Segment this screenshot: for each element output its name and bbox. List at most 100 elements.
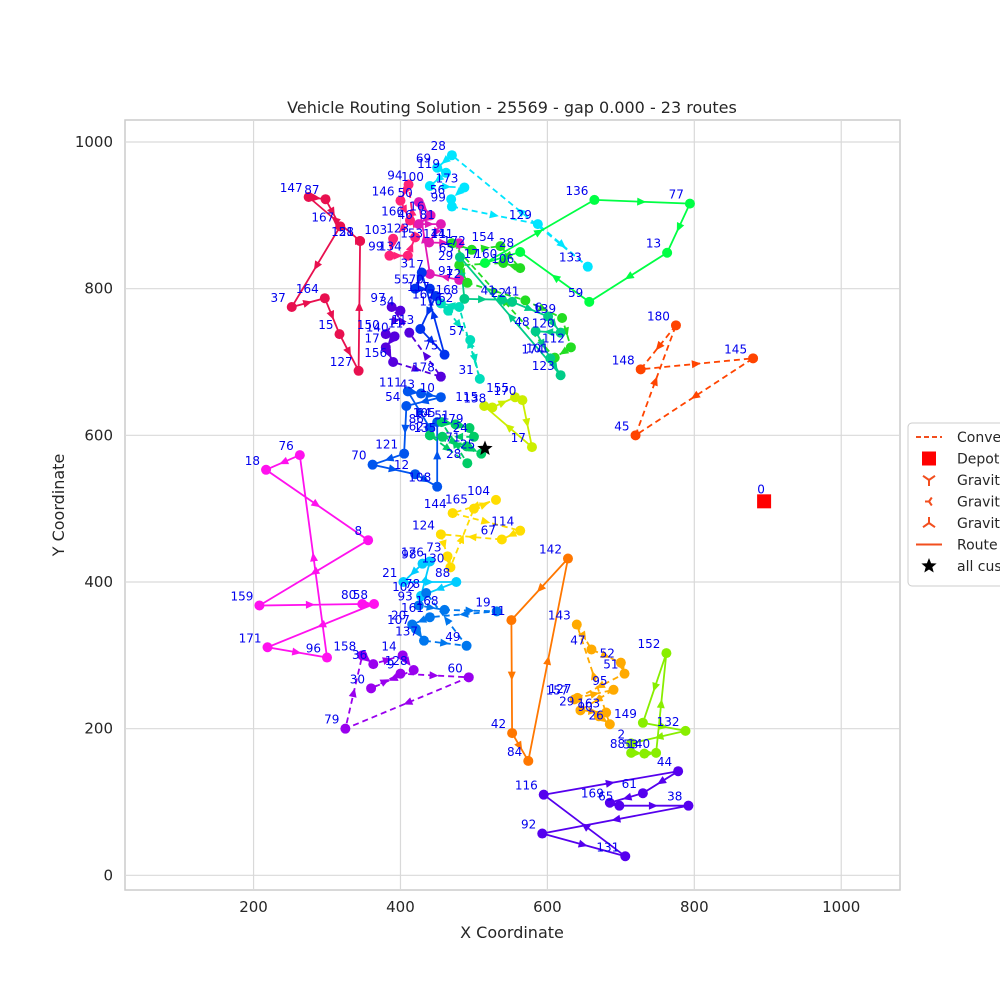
customer-point [495,241,506,252]
route-arrow [419,474,430,483]
customer-label: 86 [409,412,424,426]
route-arrow [478,502,489,510]
route-arrow [507,529,518,537]
route-arrow [426,306,434,317]
customer-point [461,640,472,651]
customer-label: 164 [296,282,319,296]
customer-label: 119 [417,157,440,171]
customer-point [369,599,380,609]
customer-label: 121 [375,438,398,452]
y-tick-label: 1000 [75,133,113,151]
customer-label: 41 [481,284,496,298]
customer-point [662,247,673,258]
legend-square [922,451,936,466]
route-arrow [442,443,452,452]
customer-point [683,800,694,811]
customer-point [368,659,379,670]
route-arrow [549,360,558,371]
customer-label: 137 [395,625,418,639]
customer-label: 14 [381,639,396,653]
route-arrow [656,699,665,709]
customer-point [443,305,454,316]
customer-point [410,623,421,634]
customer-point [398,577,409,587]
customer-point [496,294,507,305]
customer-label: 11 [388,317,403,331]
customer-label: 105 [413,406,436,420]
customer-point [262,642,273,653]
customer-point [626,738,637,749]
route-arrow [424,220,434,229]
route-arrow [426,602,436,611]
customer-label: 31 [459,363,474,377]
customer-label: 51 [434,408,449,422]
route-arrow [383,348,392,359]
customer-label: 140 [627,737,650,751]
customer-point [515,247,526,257]
depot-marker [757,494,772,509]
route-arrow [310,552,319,562]
customer-label: 131 [596,840,619,854]
route-arrow [551,274,562,284]
route-arrow [467,533,477,542]
customer-point [437,431,448,442]
customer-point [363,535,374,546]
customer-label: 17 [365,331,380,345]
route-arrow [657,776,667,785]
customer-label: 147 [280,181,303,195]
route-arrow [405,242,414,253]
route-arrow [411,364,421,372]
customer-label: 53 [623,738,638,752]
customer-label: 129 [509,208,532,222]
route-arrow [559,346,570,355]
x-tick-label: 800 [680,898,709,916]
customer-label: 171 [239,631,262,645]
customer-point [320,194,331,205]
customer-point [446,194,457,205]
customer-point [261,464,272,475]
customer-label: 16 [409,199,424,213]
customer-point [421,588,432,598]
route-arrow [622,792,633,801]
customer-point [415,324,426,334]
customer-label: 67 [481,523,496,537]
customer-label: 160 [474,247,497,261]
customer-label: 94 [387,169,402,183]
customer-label: 127 [549,682,572,696]
customer-label: 127 [330,355,353,369]
customer-label: 71 [445,430,460,444]
customer-label: 44 [657,755,672,769]
route-arrow [434,173,445,182]
customer-label: 136 [566,184,589,198]
customer-label: 149 [614,707,637,721]
customer-label: 58 [339,225,354,239]
route-arrow [433,450,442,460]
customer-label: 163 [577,697,600,711]
customer-label: 135 [413,421,436,435]
customer-point [466,244,477,255]
customer-label: 17 [464,247,479,261]
customer-label: 113 [391,313,414,327]
customer-point [462,458,473,469]
route-arrow [543,655,552,666]
route-arrow [548,318,557,328]
route-arrow [418,202,428,212]
customer-point [543,311,554,322]
route-arrow [402,186,411,197]
customer-point [424,237,435,248]
customer-label: 20 [391,609,406,623]
customer-point [357,599,368,609]
route-arrow [398,223,408,233]
route-arrow [690,390,701,399]
customer-point [515,263,526,274]
customer-label: 87 [304,183,319,197]
customer-label: 95 [592,674,607,688]
route-arrow [331,216,341,226]
customer-label: 65 [598,790,613,804]
customer-label: 173 [435,171,458,185]
customer-point [673,766,684,777]
route-arrow [505,423,515,433]
customer-point [637,717,648,728]
customer-point [435,219,446,230]
customer-label: 11 [490,604,505,618]
